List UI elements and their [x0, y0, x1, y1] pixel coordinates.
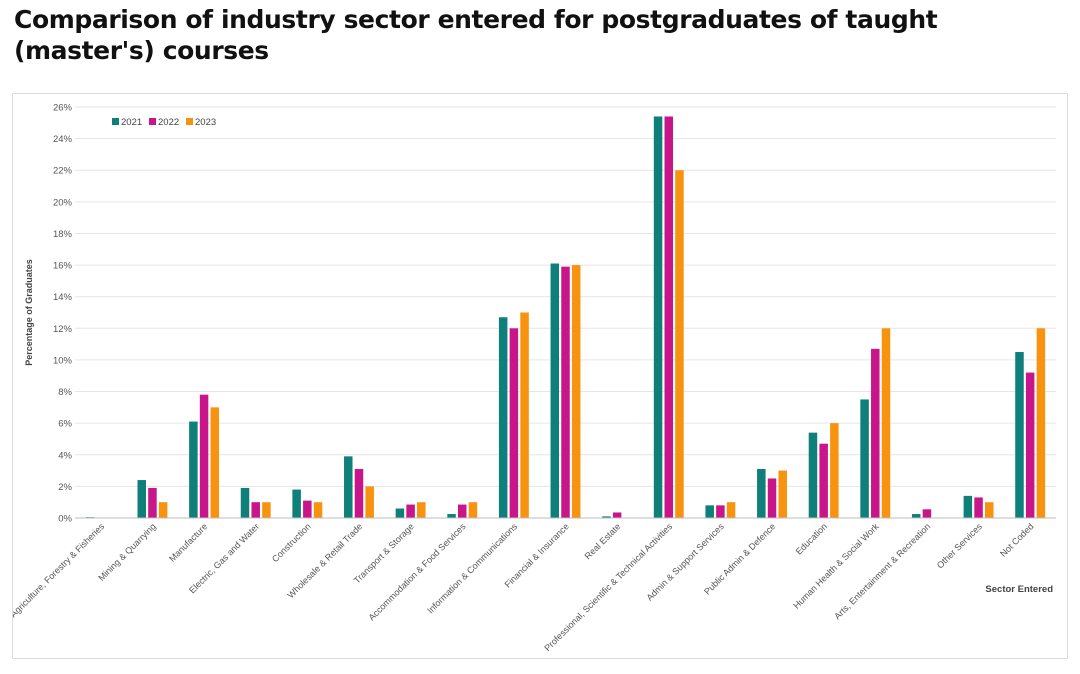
y-axis-label: Percentage of Graduates — [24, 259, 34, 366]
y-tick-label: 2% — [58, 482, 72, 493]
bar-2023-7 — [468, 502, 478, 518]
bar-2021-9 — [550, 263, 560, 518]
bar-2021-10 — [602, 516, 611, 518]
bar-2021-7 — [447, 514, 456, 518]
legend-swatch-2022 — [149, 118, 156, 125]
bar-2022-16 — [922, 509, 932, 518]
bar-2023-17 — [985, 502, 994, 518]
bars — [85, 116, 1046, 519]
bar-2021-4 — [292, 489, 301, 518]
legend-label-2022: 2022 — [158, 117, 179, 128]
bar-2023-4 — [313, 502, 323, 518]
legend-swatch-2023 — [186, 118, 193, 125]
x-axis-ticks: Agriculture, Forestry & FisheriesMining … — [13, 521, 1036, 653]
bar-2021-14 — [808, 432, 818, 518]
bar-2022-3 — [251, 502, 260, 518]
legend: 2021 2022 2023 — [112, 117, 216, 128]
bar-2021-8 — [498, 317, 508, 518]
bar-2023-5 — [365, 486, 374, 518]
bar-2022-11 — [664, 116, 674, 518]
x-tick-label: Not Coded — [998, 521, 1035, 558]
x-tick-label: Agriculture, Forestry & Fisheries — [13, 521, 107, 619]
x-tick-label: Information & Communications — [425, 521, 519, 615]
y-tick-label: 24% — [53, 134, 73, 145]
y-tick-label: 26% — [53, 103, 73, 114]
bar-2021-6 — [395, 508, 405, 518]
bar-2022-8 — [509, 328, 519, 518]
bar-2023-9 — [571, 265, 581, 518]
x-tick-label: Other Services — [935, 521, 985, 571]
bar-2021-1 — [137, 480, 146, 518]
y-axis-ticks: 0% 2% 4% 6% 8% 10% 12% 14% 16% 18% 20% 22% 24% 26% — [53, 103, 73, 525]
bar-2021-2 — [189, 421, 198, 518]
bar-2022-10 — [612, 512, 622, 518]
bar-2023-12 — [726, 502, 736, 518]
legend-label-2023: 2023 — [195, 117, 216, 128]
bar-2023-15 — [881, 328, 891, 518]
bar-2021-5 — [344, 456, 353, 518]
bar-2021-17 — [963, 495, 973, 518]
bar-2022-1 — [148, 487, 157, 518]
bar-2022-6 — [406, 504, 415, 518]
bar-2022-18 — [1025, 372, 1035, 518]
bar-2022-17 — [974, 497, 983, 518]
bar-2023-6 — [417, 502, 426, 518]
bar-2021-18 — [1015, 352, 1024, 518]
x-tick-label: Accommodation & Food Services — [366, 521, 468, 623]
legend-swatch-2021 — [112, 118, 119, 125]
y-tick-label: 22% — [53, 166, 73, 177]
bar-2023-18 — [1036, 328, 1046, 518]
bar-2023-11 — [675, 170, 684, 518]
bar-2021-11 — [653, 116, 663, 518]
y-tick-label: 4% — [58, 450, 72, 461]
x-axis-label: Sector Entered — [985, 584, 1053, 595]
x-tick-label: Mining & Quarrying — [96, 521, 158, 583]
x-tick-label: Arts, Entertainment & Recreation — [832, 521, 932, 621]
bar-2021-3 — [240, 487, 250, 518]
bar-2021-16 — [911, 514, 921, 518]
y-tick-label: 0% — [58, 514, 72, 525]
bar-2022-9 — [561, 266, 570, 518]
bar-2023-2 — [210, 407, 220, 518]
bar-2022-4 — [303, 500, 312, 518]
legend-label-2021: 2021 — [121, 117, 142, 128]
bar-2023-3 — [262, 502, 271, 518]
y-tick-label: 6% — [58, 419, 72, 430]
bar-2022-5 — [354, 468, 364, 518]
y-tick-label: 10% — [53, 355, 73, 366]
bar-2023-14 — [830, 423, 839, 518]
chart-container: 0% 2% 4% 6% 8% 10% 12% 14% 16% 18% 20% 22% 24% 26% Ag… — [12, 93, 1068, 659]
bar-2022-15 — [871, 348, 880, 518]
y-tick-label: 14% — [53, 292, 73, 303]
bar-2021-15 — [860, 399, 869, 518]
y-tick-label: 12% — [53, 324, 73, 335]
bar-2023-8 — [520, 312, 529, 518]
x-tick-label: Human Health & Social Work — [791, 521, 881, 611]
bar-chart: 0% 2% 4% 6% 8% 10% 12% 14% 16% 18% 20% 22% 24% 26% Ag… — [13, 103, 1056, 653]
x-tick-label: Real Estate — [583, 521, 623, 561]
y-tick-label: 8% — [58, 387, 72, 398]
bar-2021-13 — [757, 468, 766, 518]
bar-2022-14 — [819, 443, 828, 518]
bar-2022-12 — [716, 505, 725, 518]
y-tick-label: 18% — [53, 229, 73, 240]
page-title: Comparison of industry sector entered fo… — [14, 5, 938, 65]
bar-2022-13 — [767, 478, 777, 518]
y-tick-label: 16% — [53, 261, 73, 272]
bar-2023-13 — [778, 470, 787, 518]
bar-2022-2 — [199, 394, 209, 518]
bar-2023-1 — [158, 502, 168, 518]
y-tick-label: 20% — [53, 197, 73, 208]
x-tick-label: Education — [794, 521, 829, 556]
x-tick-label: Construction — [270, 521, 313, 564]
x-tick-label: Manufacture — [167, 521, 209, 563]
bar-2021-12 — [705, 505, 714, 518]
bar-2022-7 — [457, 504, 467, 518]
